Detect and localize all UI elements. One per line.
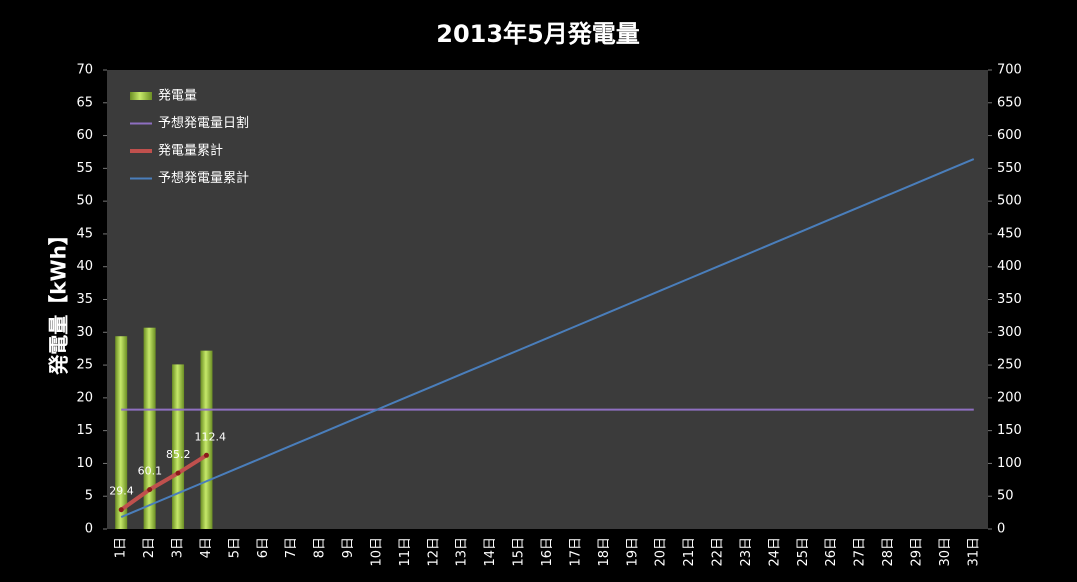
x-tick-label: 7日 xyxy=(284,537,299,558)
marker xyxy=(118,507,124,513)
data-label: 85.2 xyxy=(166,448,191,461)
y2-tick-label: 100 xyxy=(997,456,1022,471)
x-tick-label: 22日 xyxy=(711,537,726,567)
legend-label: 発電量 xyxy=(158,89,197,104)
x-tick-label: 8日 xyxy=(313,537,328,558)
y-tick-label: 35 xyxy=(76,292,93,307)
y-tick-label: 45 xyxy=(76,226,93,241)
data-label: 60.1 xyxy=(138,465,163,478)
x-tick-label: 31日 xyxy=(966,537,981,567)
plot-area xyxy=(107,70,988,529)
y-tick-label: 55 xyxy=(76,161,93,176)
legend-swatch xyxy=(130,92,152,100)
y2-tick-label: 350 xyxy=(997,292,1022,307)
x-tick-label: 28日 xyxy=(881,537,896,567)
y2-tick-label: 550 xyxy=(997,161,1022,176)
bar xyxy=(115,336,128,529)
bar xyxy=(143,327,156,529)
data-label: 112.4 xyxy=(194,430,226,443)
marker xyxy=(175,470,181,476)
y2-tick-label: 250 xyxy=(997,358,1022,373)
y-tick-label: 70 xyxy=(76,63,93,78)
y-tick-label: 50 xyxy=(76,194,93,209)
x-tick-label: 18日 xyxy=(597,537,612,567)
bar xyxy=(200,350,213,529)
x-tick-label: 6日 xyxy=(256,537,271,558)
x-tick-label: 12日 xyxy=(426,537,441,567)
x-tick-label: 10日 xyxy=(369,537,384,567)
chart-title: 2013年5月発電量 xyxy=(436,20,640,48)
marker xyxy=(147,487,153,493)
x-tick-label: 29日 xyxy=(909,537,924,567)
x-tick-label: 20日 xyxy=(654,537,669,567)
line xyxy=(120,453,208,512)
legend-label: 予想発電量日割 xyxy=(158,115,249,131)
y2-tick-label: 150 xyxy=(997,423,1022,438)
x-tick-label: 3日 xyxy=(171,537,186,558)
x-tick-label: 26日 xyxy=(824,537,839,567)
y-tick-label: 65 xyxy=(76,95,93,110)
x-tick-label: 15日 xyxy=(512,537,527,567)
x-tick-label: 23日 xyxy=(739,537,754,567)
y2-tick-label: 400 xyxy=(997,259,1022,274)
x-tick-label: 1日 xyxy=(114,537,129,558)
y2-tick-label: 300 xyxy=(997,325,1022,340)
marker xyxy=(203,452,209,458)
y-tick-label: 25 xyxy=(76,358,93,373)
y-tick-label: 20 xyxy=(76,390,93,405)
y-axis-label: 発電量【kWh】 xyxy=(47,225,71,376)
y2-tick-label: 50 xyxy=(997,489,1014,504)
x-tick-label: 5日 xyxy=(227,537,242,558)
y2-tick-label: 600 xyxy=(997,128,1022,143)
x-tick-label: 2日 xyxy=(142,537,157,558)
line xyxy=(120,158,975,518)
y-tick-label: 10 xyxy=(76,456,93,471)
y2-tick-label: 200 xyxy=(997,390,1022,405)
y2-tick-label: 0 xyxy=(997,522,1005,537)
x-tick-label: 17日 xyxy=(568,537,583,567)
x-tick-label: 27日 xyxy=(853,537,868,567)
y2-tick-label: 700 xyxy=(997,63,1022,78)
y2-tick-label: 450 xyxy=(997,226,1022,241)
x-tick-label: 4日 xyxy=(199,537,214,558)
x-tick-label: 19日 xyxy=(625,537,640,567)
y2-tick-label: 650 xyxy=(997,95,1022,110)
x-tick-label: 9日 xyxy=(341,537,356,558)
x-tick-label: 16日 xyxy=(540,537,555,567)
y-tick-label: 15 xyxy=(76,423,93,438)
x-tick-label: 11日 xyxy=(398,537,413,567)
x-tick-label: 30日 xyxy=(938,537,953,567)
y-tick-label: 40 xyxy=(76,259,93,274)
bar xyxy=(172,364,185,529)
y-tick-label: 30 xyxy=(76,325,93,340)
y2-tick-label: 500 xyxy=(997,194,1022,209)
x-tick-label: 13日 xyxy=(455,537,470,567)
x-tick-label: 24日 xyxy=(767,537,782,567)
legend-label: 発電量累計 xyxy=(158,143,223,159)
x-tick-label: 21日 xyxy=(682,537,697,567)
x-tick-label: 25日 xyxy=(796,537,811,567)
x-tick-label: 14日 xyxy=(483,537,498,567)
legend-label: 予想発電量累計 xyxy=(158,170,249,186)
data-label: 29.4 xyxy=(109,485,134,498)
y-tick-label: 5 xyxy=(85,489,93,504)
y-tick-label: 60 xyxy=(76,128,93,143)
y-tick-label: 0 xyxy=(85,522,93,537)
